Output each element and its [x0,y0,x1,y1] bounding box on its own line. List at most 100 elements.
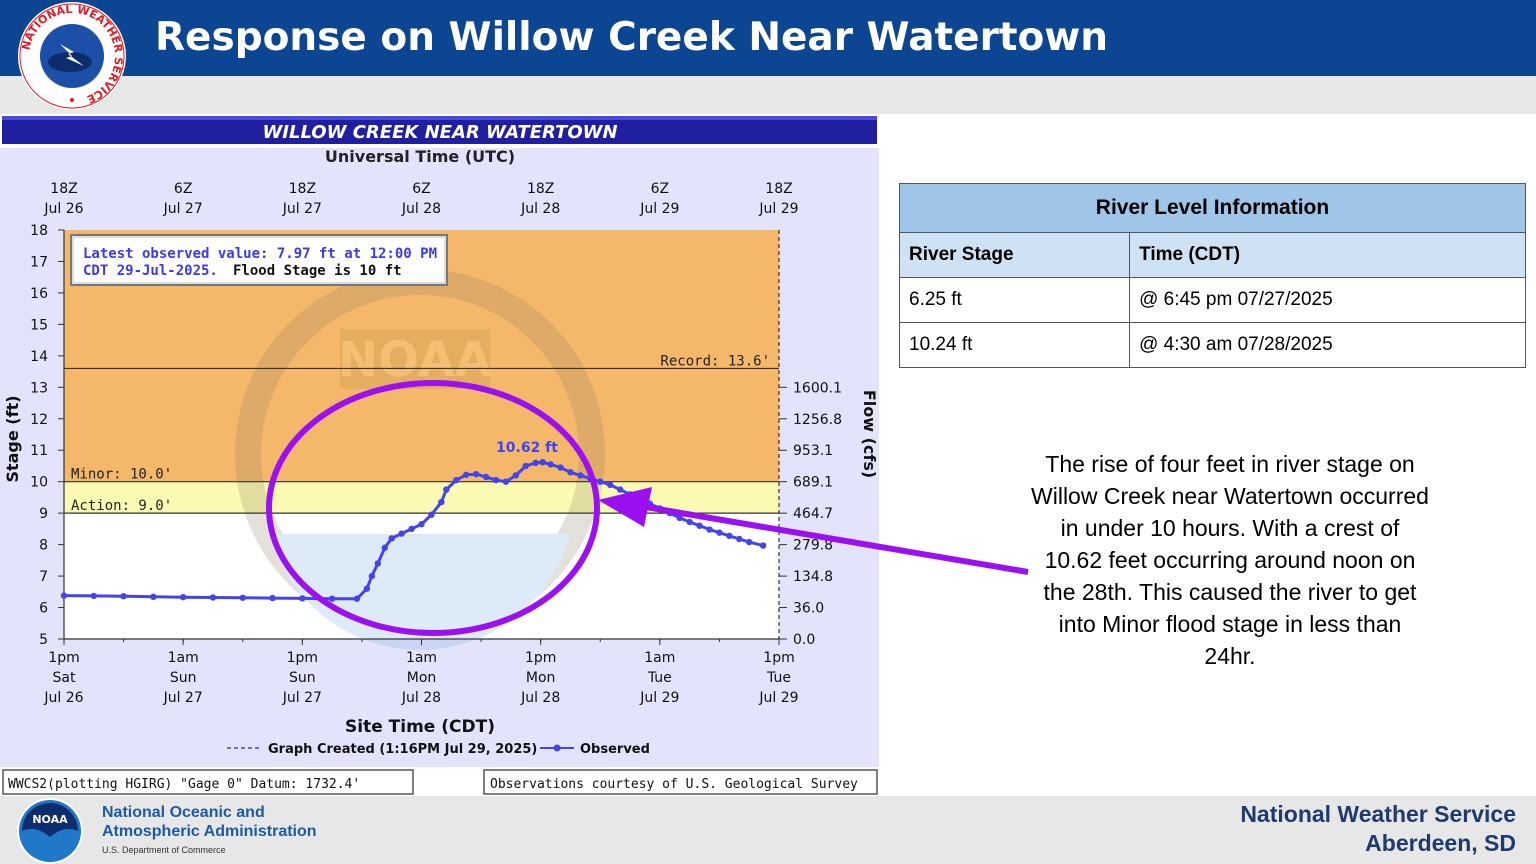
top-tick-label: Jul 26 [43,201,83,217]
nws-logo-icon: NATIONAL WEATHER SERVICE [18,2,126,110]
legend-graph-created: Graph Created (1:16PM Jul 29, 2025) [268,742,537,757]
svg-text:NOAA: NOAA [338,332,492,388]
table-row: 6.25 ft @ 6:45 pm 07/27/2025 [898,277,1526,323]
header-bar: Response on Willow Creek Near Watertown [0,0,1536,76]
observed-point [472,470,480,478]
noaa-name: National Oceanic and Atmospheric Adminis… [102,803,317,841]
observed-point [60,592,68,599]
observed-point [502,478,510,485]
top-tick-label: Jul 27 [282,201,322,217]
top-tick-label: 18Z [289,181,316,197]
top-tick-label: 18Z [50,181,77,197]
x-tick-label: Tue [766,670,791,686]
observed-point [374,560,382,567]
observed-point [299,595,306,602]
latest-line3: Flood Stage is 10 ft [233,263,402,279]
top-tick-label: 18Z [527,181,554,197]
office-line2: Aberdeen, SD [1365,830,1516,856]
y-tick-label: 6 [39,601,48,617]
observed-point [150,593,157,601]
river-level-table: River Level Information River Stage Time… [898,183,1526,368]
observed-point [597,478,604,485]
observed-point [368,572,376,580]
x-axis-title: Site Time (CDT) [345,717,495,737]
y-tick-label: 18 [30,223,48,239]
observed-point [539,458,546,466]
observed-point [381,544,388,551]
observed-point [209,594,217,601]
flow-tick-label: 134.8 [793,569,833,585]
top-tick-label: 6Z [174,181,193,197]
observed-point [676,514,683,522]
observed-point [482,473,490,481]
top-tick-label: Jul 27 [163,201,203,217]
crest-label: 10.62 ft [496,440,558,456]
highlight-ellipse [266,380,600,636]
observed-point [567,469,574,476]
observed-point [512,472,520,479]
observed-point [547,461,554,468]
y-tick-label: 16 [30,286,48,302]
x-tick-label: Jul 28 [401,690,441,706]
observed-point [532,459,539,467]
observed-point [716,529,723,536]
observed-point [736,535,743,543]
y-tick-label: 10 [30,475,48,491]
observed-point [522,462,529,470]
observed-point [353,595,361,602]
usgs-footer: Observations courtesy of U.S. Geological… [490,777,858,792]
top-tick-label: Jul 28 [401,201,441,217]
top-tick-label: Jul 28 [520,201,560,217]
x-tick-label: Jul 27 [282,690,322,706]
row-stage: 6.25 ft [898,277,1131,323]
col-river-stage: River Stage [898,232,1131,278]
observed-point [686,518,693,526]
x-tick-label: 1am [168,650,199,666]
x-tick-label: Jul 29 [639,690,679,706]
observed-point [90,592,97,600]
flow-tick-label: 1600.1 [793,380,842,396]
chart-legend: Graph Created (1:16PM Jul 29, 2025) Obse… [227,742,650,757]
y-tick-label: 8 [39,538,48,554]
top-tick-label: 6Z [412,181,431,197]
observed-point [726,532,733,540]
chart-title-bar [2,116,877,144]
observed-point [438,498,445,506]
top-tick-label: 18Z [765,181,792,197]
observed-point [666,509,673,517]
observed-point [462,471,470,478]
observed-point [453,476,460,484]
top-tick-label: Jul 29 [758,201,798,217]
observed-point [606,481,614,489]
header-subbar [0,76,1536,114]
office-name: National Weather Service Aberdeen, SD [1240,800,1516,858]
annotation-note: The rise of four feet in river stage on … [1031,451,1429,669]
x-tick-label: Sun [289,670,316,686]
noaa-logo-icon: NOAA [17,798,83,864]
x-tick-label: Sun [170,670,197,686]
observed-point [398,530,405,537]
observed-point [269,594,276,602]
row-time: @ 4:30 am 07/28/2025 [1129,322,1526,368]
x-tick-label: Jul 28 [520,690,560,706]
x-tick-label: Jul 26 [43,690,83,706]
observed-point [706,526,713,533]
flow-tick-label: 953.1 [793,443,833,459]
y-tick-label: 9 [39,506,48,522]
observed-point [328,595,336,602]
flow-tick-label: 0.0 [793,632,815,648]
level-label-record: Record: 13.6' [660,353,770,369]
x-tick-label: 1pm [287,650,318,666]
observed-point [746,538,753,546]
y-tick-label: 14 [30,349,48,365]
office-line1: National Weather Service [1240,801,1516,827]
observed-point [239,594,246,601]
y-axis-title: Stage (ft) [3,395,22,482]
chart-title: WILLOW CREEK NEAR WATERTOWN [262,122,617,143]
observed-point [418,520,425,528]
noaa-name-line1: National Oceanic and [102,804,265,821]
flow-tick-label: 36.0 [793,601,824,617]
top-tick-label: Jul 29 [639,201,679,217]
hydrograph-svg: WILLOW CREEK NEAR WATERTOWN Universal Ti… [0,114,879,796]
y-tick-label: 12 [30,412,48,428]
